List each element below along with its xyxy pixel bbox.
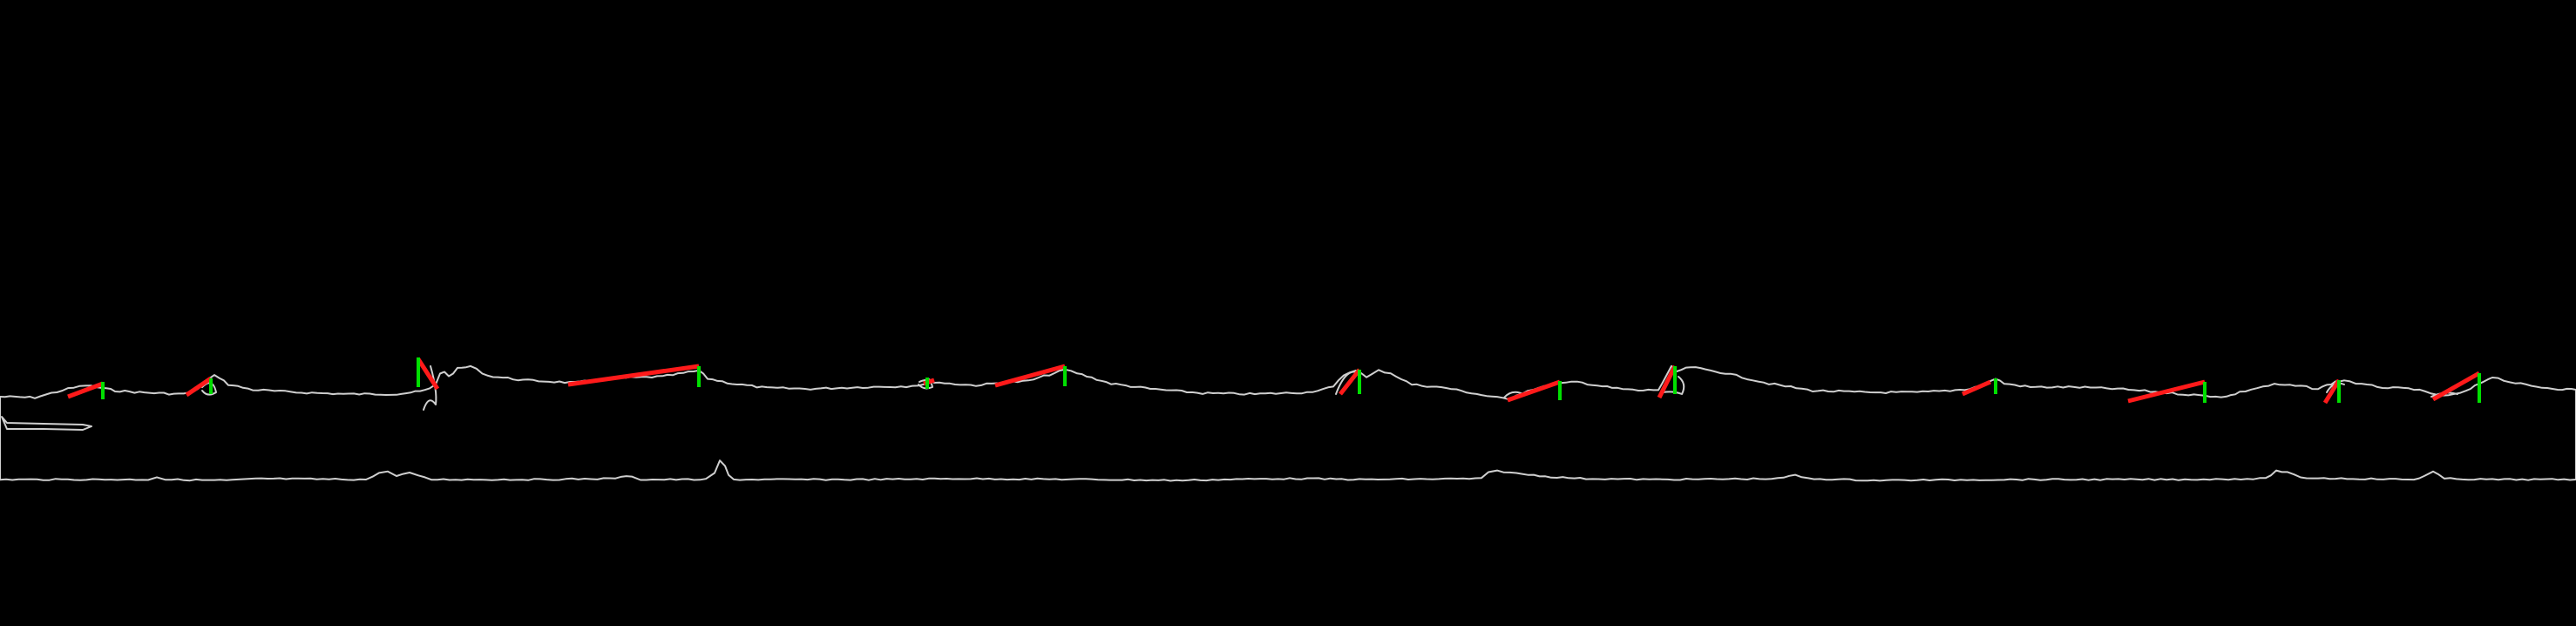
red-slope-marker-6: [994, 364, 1066, 388]
red-slope-marker-13: [2431, 371, 2481, 402]
red-slope-marker-3: [416, 357, 440, 391]
red-slope-marker-4: [567, 364, 700, 387]
red-slope-marker-9: [1657, 364, 1678, 399]
surface-curl-6: [1662, 376, 1685, 395]
red-slope-marker-2: [185, 376, 213, 398]
red-slope-marker-8: [1507, 379, 1561, 403]
red-slope-marker-11: [2127, 379, 2206, 404]
feature-markers: [67, 357, 2481, 405]
specimen-outline: [0, 364, 2576, 482]
left-inner-slot: [1, 416, 92, 431]
bottom-surface-line: [0, 459, 2576, 482]
red-slope-marker-10: [1961, 379, 1992, 397]
red-slope-marker-12: [2322, 378, 2342, 405]
top-surface-line: [0, 364, 2576, 400]
surface-curl-3: [918, 379, 933, 390]
red-slope-marker-7: [1339, 368, 1361, 396]
surface-curl-1: [201, 382, 217, 396]
red-slope-marker-1: [67, 381, 104, 399]
